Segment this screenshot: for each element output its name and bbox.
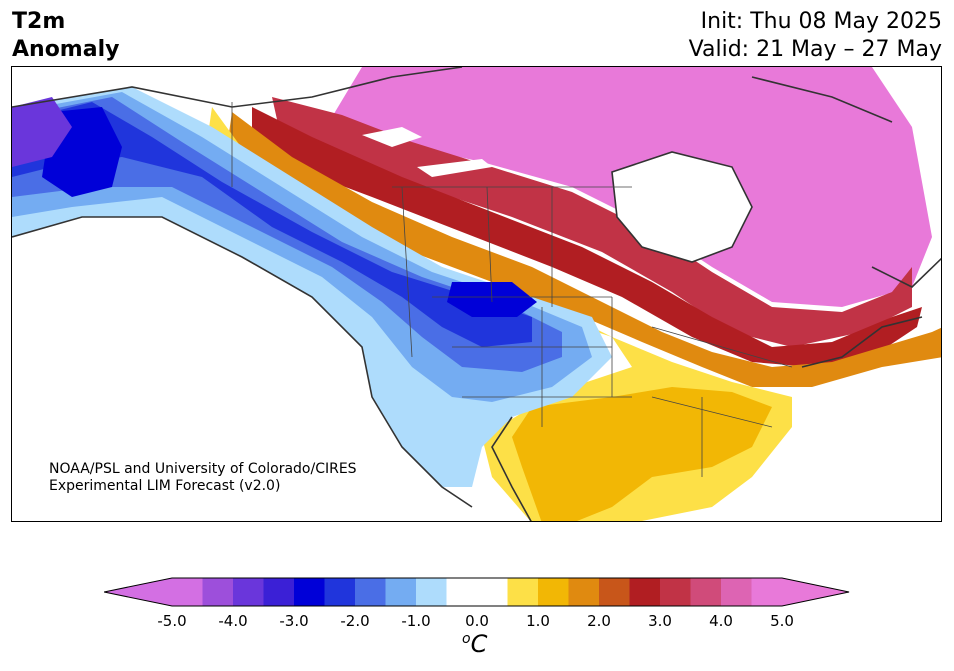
credit-line-2: Experimental LIM Forecast (v2.0): [49, 478, 281, 494]
colorbar-segment: [660, 578, 691, 606]
date-block: Init: Thu 08 May 2025 Valid: 21 May – 27…: [689, 8, 942, 64]
colorbar-tick-label: -2.0: [340, 612, 370, 630]
colorbar-outline: [104, 577, 850, 607]
units-celsius: C: [470, 630, 488, 658]
anomaly-band-violet: [12, 97, 72, 167]
colorbar-segment: [416, 578, 447, 606]
white-patch: [362, 127, 422, 147]
anomaly-band-gold: [512, 387, 772, 521]
anomaly-band-orange: [227, 112, 941, 387]
colorbar-segment: [355, 578, 386, 606]
title-block: T2m Anomaly: [12, 8, 119, 64]
colorbar-tick-label: -3.0: [279, 612, 309, 630]
coastline: [12, 67, 941, 521]
colorbar-segment: [477, 578, 508, 606]
title-line-2: Anomaly: [12, 37, 120, 62]
colorbar-extend-low: [104, 578, 172, 606]
colorbar-tick-label: -4.0: [218, 612, 248, 630]
anomaly-map: NOAA/PSL and University of Colorado/CIRE…: [11, 66, 942, 522]
colorbar-segment: [751, 578, 783, 606]
colorbar-segment: [202, 578, 234, 606]
colorbar: [104, 577, 850, 607]
colorbar-tick-label: 2.0: [587, 612, 611, 630]
units-label: oC: [462, 630, 487, 658]
colorbar-tick-label: 1.0: [526, 612, 550, 630]
colorbar-segment: [172, 578, 203, 606]
colorbar-tick-label: 5.0: [770, 612, 794, 630]
colorbar-segment: [233, 578, 264, 606]
colorbar-segment: [294, 578, 325, 606]
colorbar-tick-labels: -5.0 -4.0 -3.0 -2.0 -1.0 0.0 1.0 2.0 3.0 4.0 5.0: [0, 612, 954, 632]
anomaly-band-pink: [272, 97, 912, 347]
colorbar-segment: [324, 578, 356, 606]
anomaly-band-red: [252, 107, 922, 367]
valid-date: Valid: 21 May – 27 May: [688, 37, 942, 62]
colorbar-segment: [721, 578, 752, 606]
colorbar-segment: [446, 578, 478, 606]
colorbar-segment: [629, 578, 661, 606]
colorbar-segment: [385, 578, 417, 606]
colorbar-tick-label: 3.0: [648, 612, 672, 630]
colorbar-tick-label: 0.0: [465, 612, 489, 630]
white-patch-2: [417, 159, 492, 177]
colorbar-tick-label: -5.0: [157, 612, 187, 630]
colorbar-segment: [599, 578, 630, 606]
colorbar-tick-label: -1.0: [401, 612, 431, 630]
hudson-bay: [612, 152, 752, 262]
units-degree: o: [462, 631, 471, 647]
colorbar-segment: [507, 578, 539, 606]
colorbar-segment: [568, 578, 600, 606]
border-lines: [231, 102, 793, 477]
init-date: Init: Thu 08 May 2025: [700, 9, 942, 34]
colorbar-segment: [263, 578, 295, 606]
anomaly-band-blue: [12, 102, 532, 347]
map-svg: [12, 67, 941, 521]
colorbar-segment: [690, 578, 722, 606]
credit-line-1: NOAA/PSL and University of Colorado/CIRE…: [49, 461, 357, 477]
colorbar-extend-high: [782, 578, 850, 606]
title-line-1: T2m: [12, 9, 66, 34]
credit-text: NOAA/PSL and University of Colorado/CIRE…: [49, 461, 357, 495]
colorbar-tick-label: 4.0: [709, 612, 733, 630]
colorbar-segment: [538, 578, 569, 606]
